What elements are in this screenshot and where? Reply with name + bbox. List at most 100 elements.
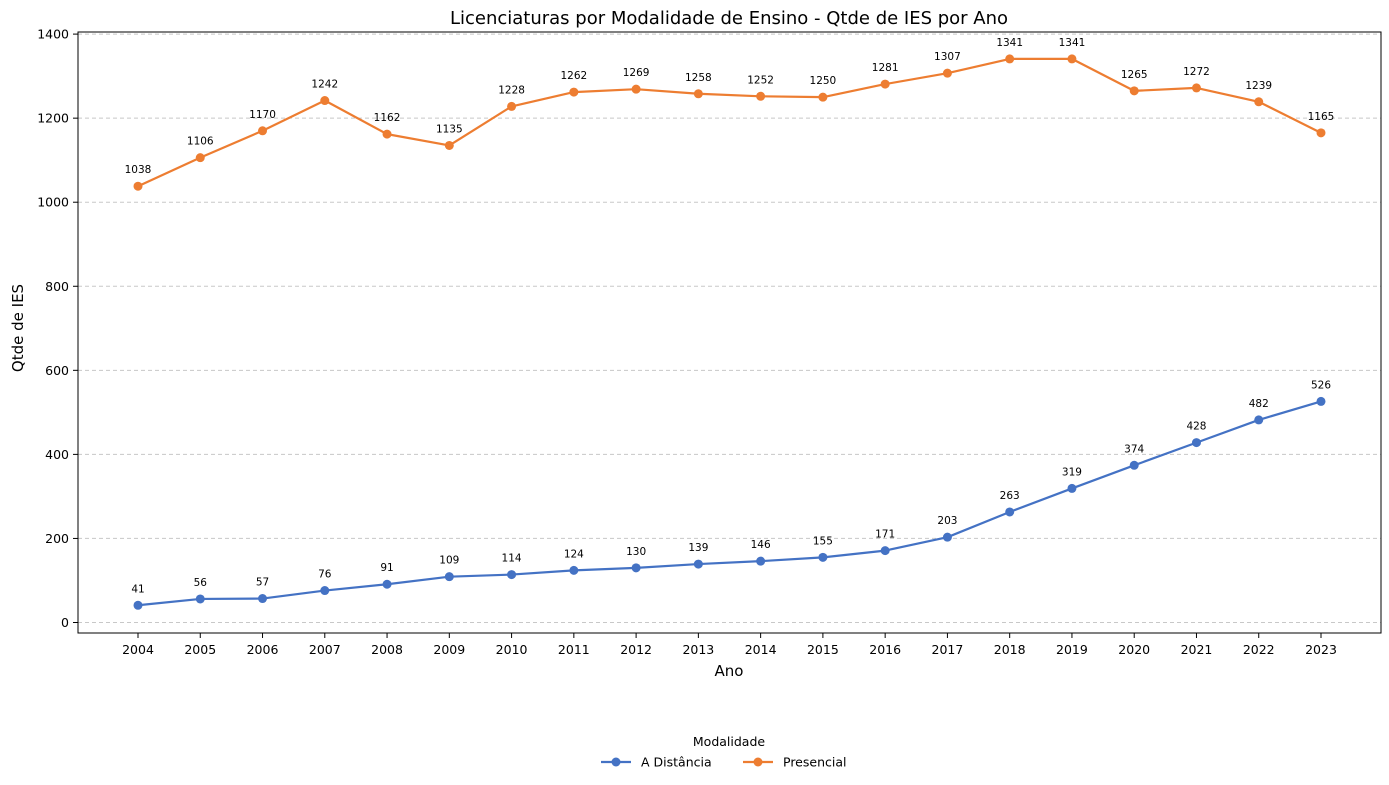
- data-label: 91: [380, 562, 393, 574]
- data-label: 124: [564, 548, 584, 560]
- data-point: [569, 87, 579, 97]
- plot-frame: [77, 31, 1382, 634]
- data-label: 1272: [1183, 66, 1210, 78]
- y-tick-label: 1000: [37, 195, 69, 210]
- x-tick-label: 2022: [1243, 642, 1275, 657]
- gridlines: [78, 33, 1381, 623]
- data-point: [818, 92, 828, 102]
- y-tick-label: 800: [45, 279, 69, 294]
- x-tick-label: 2013: [682, 642, 714, 657]
- x-tick-label: 2012: [620, 642, 652, 657]
- x-tick-label: 2018: [994, 642, 1026, 657]
- data-point: [1129, 460, 1139, 470]
- legend-title: Modalidade: [693, 734, 766, 749]
- data-label: 319: [1062, 466, 1082, 478]
- data-label: 109: [439, 555, 459, 567]
- y-tick-label: 400: [45, 447, 69, 462]
- x-tick-label: 2006: [247, 642, 279, 657]
- data-label: 41: [131, 583, 144, 595]
- data-point: [195, 594, 205, 604]
- data-point: [507, 570, 517, 580]
- data-point: [444, 572, 454, 582]
- x-tick-label: 2019: [1056, 642, 1088, 657]
- data-label: 1341: [996, 37, 1023, 49]
- data-point: [320, 586, 330, 596]
- data-point: [133, 600, 143, 610]
- data-point: [942, 532, 952, 542]
- data-label: 203: [937, 515, 957, 527]
- data-point: [1254, 97, 1264, 107]
- data-label: 1265: [1121, 69, 1148, 81]
- x-axis-title: Ano: [715, 662, 744, 680]
- data-label: 1165: [1308, 111, 1335, 123]
- data-label: 428: [1186, 421, 1206, 433]
- legend-label: A Distância: [641, 755, 712, 770]
- data-label: 155: [813, 535, 833, 547]
- x-tick-label: 2023: [1305, 642, 1337, 657]
- series-layer: [133, 54, 1326, 610]
- data-point: [1067, 54, 1077, 64]
- y-tick-label: 200: [45, 531, 69, 546]
- data-point: [1005, 54, 1015, 64]
- data-point: [320, 96, 330, 106]
- x-tick-label: 2009: [433, 642, 465, 657]
- data-point: [133, 181, 143, 191]
- x-tick-label: 2014: [745, 642, 777, 657]
- data-label: 114: [502, 553, 522, 565]
- y-tick-label: 600: [45, 363, 69, 378]
- data-point: [756, 91, 766, 101]
- data-label: 1281: [872, 62, 899, 74]
- data-label: 130: [626, 546, 646, 558]
- data-point: [382, 129, 392, 139]
- data-label: 57: [256, 577, 269, 589]
- data-point: [880, 79, 890, 89]
- data-point: [880, 546, 890, 556]
- legend-item-a-distancia: A Distância: [601, 755, 712, 770]
- data-point: [1254, 415, 1264, 425]
- legend: Modalidade A Distância Presencial: [601, 734, 846, 770]
- data-label: 1307: [934, 51, 961, 63]
- data-label: 1242: [311, 79, 338, 91]
- data-label: 1258: [685, 72, 712, 84]
- x-tick-label: 2007: [309, 642, 341, 657]
- data-point: [1005, 507, 1015, 517]
- data-point: [444, 140, 454, 150]
- data-point: [195, 153, 205, 163]
- data-point: [756, 556, 766, 566]
- x-tick-label: 2020: [1118, 642, 1150, 657]
- y-tick-label: 1400: [37, 27, 69, 42]
- data-point: [1316, 396, 1326, 406]
- data-label: 171: [875, 529, 895, 541]
- data-label: 1239: [1245, 80, 1272, 92]
- data-point: [1129, 86, 1139, 96]
- data-labels: 41 56 57 76 91 109 114 124 130 139 146 155 171 203 263…: [125, 37, 1335, 595]
- data-point: [507, 101, 517, 111]
- data-label: 1170: [249, 109, 276, 121]
- data-label: 482: [1249, 398, 1269, 410]
- series-line-a-distancia: [137, 400, 1322, 607]
- data-label: 1250: [810, 75, 837, 87]
- data-label: 56: [194, 577, 208, 589]
- legend-swatch-marker: [753, 757, 763, 767]
- data-point: [942, 68, 952, 78]
- axes: 0 200 400 600 800 1000 1200 1400 2004 2005 2006 200…: [37, 27, 1337, 657]
- data-label: 76: [318, 569, 332, 581]
- x-tick-label: 2021: [1181, 642, 1213, 657]
- data-label: 146: [751, 539, 771, 551]
- data-label: 1228: [498, 84, 525, 96]
- data-point: [693, 559, 703, 569]
- series-line-presencial: [137, 57, 1322, 188]
- data-point: [258, 594, 268, 604]
- data-label: 526: [1311, 379, 1331, 391]
- series-a-distancia: [133, 396, 1326, 610]
- x-tick-label: 2017: [932, 642, 964, 657]
- data-label: 1252: [747, 74, 774, 86]
- data-label: 1135: [436, 123, 463, 135]
- data-label: 1106: [187, 136, 214, 148]
- data-point: [631, 84, 641, 94]
- legend-swatch-marker: [611, 757, 621, 767]
- chart-title: Licenciaturas por Modalidade de Ensino -…: [450, 8, 1008, 29]
- data-label: 1162: [374, 112, 401, 124]
